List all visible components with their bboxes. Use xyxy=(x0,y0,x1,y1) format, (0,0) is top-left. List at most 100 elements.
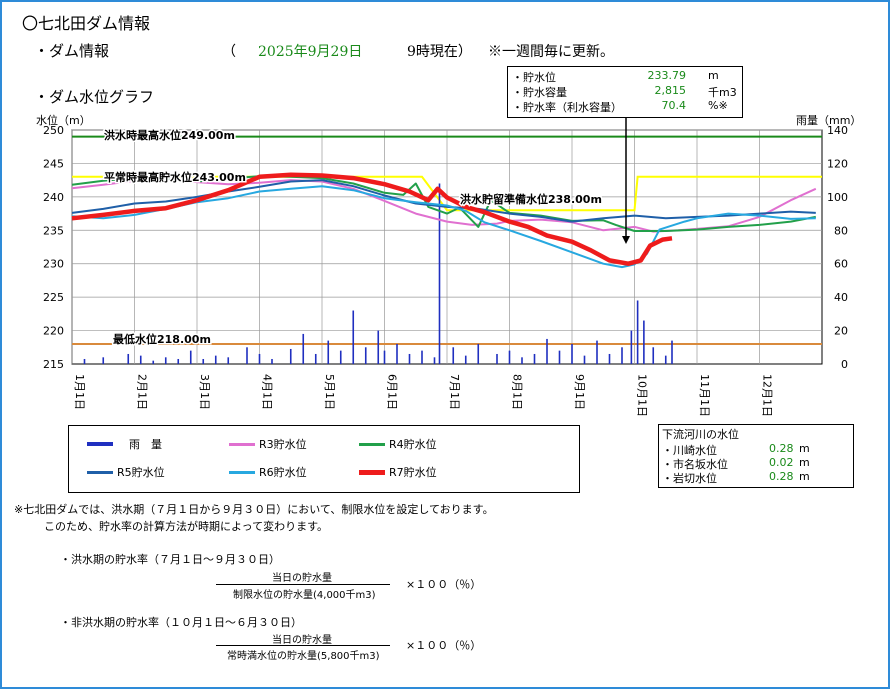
rain-bar xyxy=(464,355,467,364)
rain-bar xyxy=(508,350,511,364)
rain-bar xyxy=(258,353,261,364)
arrow-head-icon xyxy=(622,236,630,244)
storage-value: 70.4 xyxy=(661,99,687,112)
legend-swatch xyxy=(87,470,113,474)
rain-bar xyxy=(630,330,633,364)
legend-item: R3貯水位 xyxy=(229,436,307,452)
dam-info-time: 9時現在） xyxy=(407,44,472,60)
storage-unit: 千m3 xyxy=(708,86,737,99)
formula-denominator-flood: 制限水位の貯水量(4,000千m3) xyxy=(233,590,376,601)
legend-label: R5貯水位 xyxy=(117,466,165,479)
rain-bar xyxy=(352,310,355,364)
x-tick-label: 9月1日 xyxy=(573,374,586,410)
rain-bar xyxy=(383,350,386,364)
legend-swatch xyxy=(359,442,385,446)
x-tick-label: 1月1日 xyxy=(73,374,86,410)
rain-bar xyxy=(636,300,639,364)
rain-bar xyxy=(571,343,573,364)
rain-bar xyxy=(202,358,205,364)
x-tick-label: 6月1日 xyxy=(386,374,399,410)
river-label: ・市名坂水位 xyxy=(662,458,728,471)
reference-label: 平常時最高貯水位243.00m xyxy=(104,170,246,184)
rain-bar xyxy=(521,357,523,364)
legend-label: R6貯水位 xyxy=(259,466,307,479)
formula-heading-flood: ・洪水期の貯水率（７月１日～９月３０日） xyxy=(60,553,280,566)
rain-bar xyxy=(102,357,105,364)
legend-item: R4貯水位 xyxy=(359,436,437,452)
update-note: ※一週間毎に更新。 xyxy=(488,44,614,60)
river-label: ・川崎水位 xyxy=(662,444,717,457)
legend-label: R7貯水位 xyxy=(389,466,437,479)
dam-info-paren: （ xyxy=(222,44,236,60)
rain-bar xyxy=(546,338,548,364)
y2-tick-label: 120 xyxy=(827,157,848,170)
rain-bar xyxy=(177,358,180,364)
y-axis-label: 水位（m） xyxy=(36,113,91,127)
legend-label: 雨 量 xyxy=(129,438,162,451)
y-tick-label: 230 xyxy=(43,258,64,271)
reference-label: 最低水位218.00m xyxy=(113,332,211,346)
legend-swatch xyxy=(229,442,255,446)
river-level-box: 下流河川の水位 ・川崎水位 0.28 m ・市名坂水位 0.02 m ・岩切水位 0.28 m xyxy=(658,424,854,488)
rain-bar xyxy=(139,355,142,364)
river-value: 0.02 xyxy=(769,456,794,469)
x-tick-label: 10月1日 xyxy=(636,374,649,417)
rule-level-line xyxy=(72,175,822,212)
storage-info-box: ・貯水位 233.79 m ・貯水容量 2,815 千m3 ・貯水率（利水容量） 70.4 %※ xyxy=(507,66,743,118)
river-unit: m xyxy=(799,442,810,455)
rain-bar xyxy=(127,353,130,364)
y-tick-label: 235 xyxy=(43,224,64,237)
x-tick-label: 8月1日 xyxy=(511,374,524,410)
rain-bar xyxy=(496,353,498,364)
y2-tick-label: 20 xyxy=(834,325,848,338)
chart-legend: 雨 量 R3貯水位 R4貯水位 R5貯水位 R6貯水位 R7貯水位 xyxy=(68,425,580,493)
rain-bar xyxy=(621,347,623,364)
river-box-title: 下流河川の水位 xyxy=(662,428,739,441)
y-tick-label: 220 xyxy=(43,325,64,338)
rain-bar xyxy=(608,353,611,364)
storage-value: 233.79 xyxy=(647,69,687,82)
rain-bar xyxy=(152,360,155,364)
rain-bar xyxy=(314,353,317,364)
rain-bar xyxy=(433,357,436,364)
river-unit: m xyxy=(799,456,810,469)
x-tick-label: 11月1日 xyxy=(698,374,711,417)
legend-item: R6貯水位 xyxy=(229,464,307,480)
y2-tick-label: 40 xyxy=(834,291,848,304)
storage-label: ・貯水容量 xyxy=(512,86,567,99)
storage-unit: %※ xyxy=(708,99,728,112)
rain-bar xyxy=(583,355,586,364)
y2-axis-label: 雨量（mm） xyxy=(796,114,861,127)
rain-bar xyxy=(408,353,411,364)
dam-info-date: 2025年9月29日 xyxy=(258,44,363,60)
storage-unit: m xyxy=(708,69,719,82)
rain-bar xyxy=(671,340,673,364)
rain-bar xyxy=(271,358,273,364)
rain-bar xyxy=(421,350,423,364)
river-value: 0.28 xyxy=(769,442,794,455)
rain-bar xyxy=(302,333,305,364)
formula-heading-normal: ・非洪水期の貯水率（１０月１日～６月３０日） xyxy=(60,616,302,629)
rain-bar xyxy=(364,347,367,364)
dam-info-label: ・ダム情報 xyxy=(34,42,110,60)
y2-tick-label: 60 xyxy=(834,258,848,271)
rain-bar xyxy=(396,343,398,364)
series-line xyxy=(71,172,673,266)
y-tick-label: 215 xyxy=(43,358,64,371)
y-tick-label: 240 xyxy=(43,191,64,204)
x-tick-label: 2月1日 xyxy=(136,374,149,410)
y-tick-label: 225 xyxy=(43,291,64,304)
reference-label: 洪水時最高水位249.00m xyxy=(104,128,235,142)
series-line xyxy=(71,185,816,269)
x-tick-label: 5月1日 xyxy=(323,374,336,410)
rain-bar xyxy=(289,348,292,364)
rain-bar xyxy=(664,355,667,364)
legend-item: R5貯水位 xyxy=(87,464,165,480)
legend-swatch xyxy=(87,442,113,446)
legend-label: R4貯水位 xyxy=(389,438,437,451)
y2-tick-label: 0 xyxy=(841,358,848,371)
rain-bar xyxy=(189,350,192,364)
legend-item: 雨 量 xyxy=(87,436,162,452)
legend-label: R3貯水位 xyxy=(259,438,307,451)
rain-bar xyxy=(327,340,330,364)
